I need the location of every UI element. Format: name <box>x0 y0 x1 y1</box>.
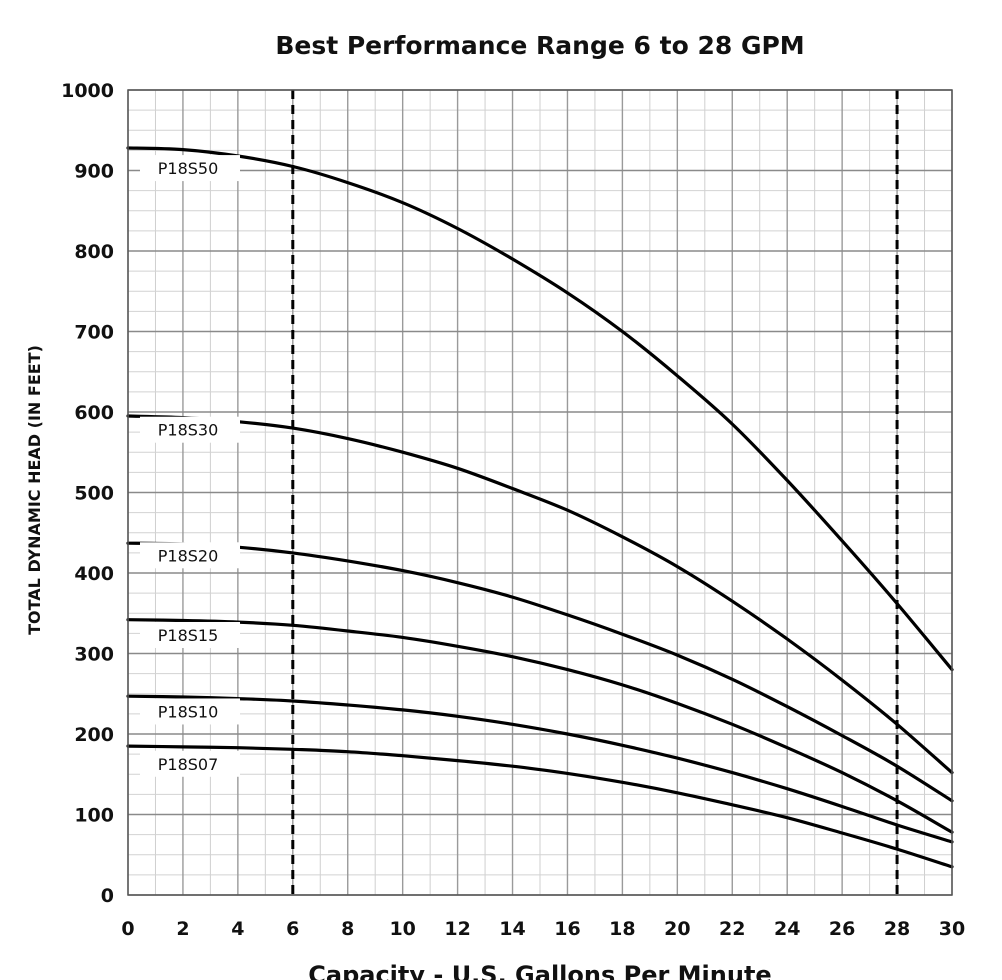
x-tick-label: 18 <box>609 918 635 940</box>
series-label-p18s10: P18S10 <box>158 702 219 721</box>
series-line-p18s15 <box>126 618 954 834</box>
series-label-bg <box>140 416 240 443</box>
y-tick-label: 500 <box>74 483 114 505</box>
x-tick-label: 4 <box>231 918 244 940</box>
series-label-p18s15: P18S15 <box>158 626 219 645</box>
series-line-p18s20 <box>126 541 954 803</box>
pump-curves <box>126 146 954 869</box>
y-tick-label: 100 <box>74 805 114 827</box>
series-line-p18s50 <box>126 146 954 672</box>
series-label-p18s50: P18S50 <box>158 159 219 178</box>
series-line-p18s10 <box>126 694 954 844</box>
x-tick-label: 20 <box>664 918 690 940</box>
y-axis-ticks: 0 100 200 300 400 500 600 700 800 900 1000 <box>61 80 114 907</box>
y-tick-label: 700 <box>74 322 114 344</box>
plot-frame <box>127 89 953 896</box>
x-tick-label: 30 <box>939 918 965 940</box>
series-label-p18s07: P18S07 <box>158 755 219 774</box>
y-tick-label: 600 <box>74 402 114 424</box>
x-tick-label: 0 <box>121 918 134 940</box>
series-label-p18s20: P18S20 <box>158 546 219 565</box>
x-axis-label: Capacity - U.S. Gallons Per Minute <box>308 961 771 980</box>
x-tick-label: 2 <box>176 918 189 940</box>
x-tick-label: 16 <box>554 918 580 940</box>
y-tick-label: 400 <box>74 563 114 585</box>
series-line-p18s30 <box>126 414 954 775</box>
x-tick-label: 22 <box>719 918 745 940</box>
x-tick-label: 28 <box>884 918 910 940</box>
x-tick-label: 14 <box>499 918 525 940</box>
series-label-bg <box>140 750 240 777</box>
x-tick-label: 12 <box>444 918 470 940</box>
y-tick-label: 800 <box>74 241 114 263</box>
series-label-bg <box>140 155 240 182</box>
series-labels: P18S50 P18S30 P18S20 P18S15 P18S10 P18S07 <box>140 155 240 777</box>
series-label-p18s30: P18S30 <box>158 421 219 440</box>
series-label-bg <box>140 621 240 648</box>
y-tick-label: 0 <box>101 885 114 907</box>
y-tick-label: 300 <box>74 644 114 666</box>
x-tick-label: 26 <box>829 918 855 940</box>
x-tick-label: 6 <box>286 918 299 940</box>
series-label-bg <box>140 698 240 725</box>
chart-title: Best Performance Range 6 to 28 GPM <box>275 31 804 60</box>
x-tick-label: 24 <box>774 918 800 940</box>
y-tick-label: 200 <box>74 724 114 746</box>
series-line-p18s07 <box>126 744 954 869</box>
y-axis-label: TOTAL DYNAMIC HEAD (IN FEET) <box>25 345 44 635</box>
x-tick-label: 8 <box>341 918 354 940</box>
y-tick-label: 900 <box>74 161 114 183</box>
y-tick-label: 1000 <box>61 80 114 102</box>
x-axis-ticks: 0 2 4 6 8 10 12 14 16 18 20 22 24 26 28 30 <box>121 918 965 940</box>
x-tick-label: 10 <box>389 918 415 940</box>
series-label-bg <box>140 542 240 569</box>
